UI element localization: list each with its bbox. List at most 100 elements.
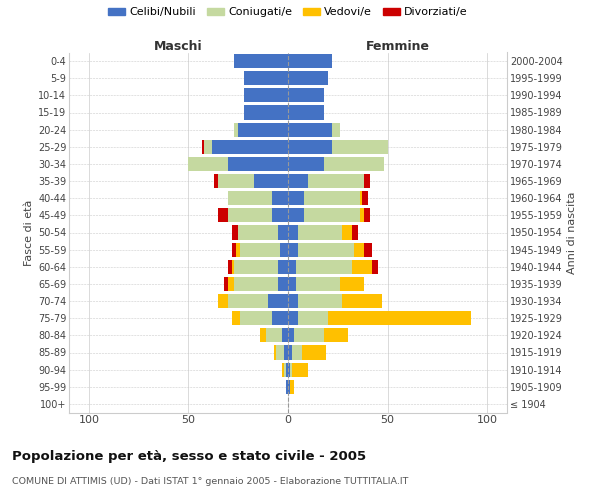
Bar	[288, 346, 292, 360]
Bar	[288, 260, 296, 274]
Bar	[342, 226, 352, 239]
Bar	[238, 122, 288, 136]
Bar	[278, 277, 288, 291]
Legend: Celibi/Nubili, Coniugati/e, Vedovi/e, Divorziati/e: Celibi/Nubili, Coniugati/e, Vedovi/e, Di…	[104, 3, 472, 22]
Bar	[288, 88, 324, 102]
Bar	[268, 294, 288, 308]
Bar	[308, 174, 364, 188]
Bar	[212, 140, 288, 154]
Bar	[286, 380, 288, 394]
Bar	[359, 208, 364, 222]
Bar	[228, 191, 272, 205]
Bar	[282, 362, 284, 376]
Bar	[288, 242, 298, 256]
Bar	[288, 140, 332, 154]
Bar	[352, 226, 358, 239]
Bar	[234, 260, 278, 274]
Bar	[288, 294, 298, 308]
Bar	[340, 277, 364, 291]
Bar	[240, 311, 272, 325]
Y-axis label: Anni di nascita: Anni di nascita	[567, 191, 577, 274]
Bar	[288, 157, 324, 171]
Bar	[288, 71, 328, 85]
Bar	[364, 174, 370, 188]
Bar	[236, 242, 240, 256]
Bar	[304, 208, 359, 222]
Bar	[272, 208, 288, 222]
Bar	[232, 260, 234, 274]
Bar	[218, 208, 228, 222]
Bar	[292, 362, 308, 376]
Bar	[288, 208, 304, 222]
Bar	[288, 328, 294, 342]
Text: Popolazione per età, sesso e stato civile - 2005: Popolazione per età, sesso e stato civil…	[12, 450, 366, 463]
Bar	[274, 346, 276, 360]
Bar	[244, 88, 288, 102]
Bar	[288, 277, 296, 291]
Text: COMUNE DI ATTIMIS (UD) - Dati ISTAT 1° gennaio 2005 - Elaborazione TUTTITALIA.IT: COMUNE DI ATTIMIS (UD) - Dati ISTAT 1° g…	[12, 478, 409, 486]
Bar	[354, 242, 364, 256]
Bar	[232, 242, 236, 256]
Bar	[238, 226, 278, 239]
Bar	[234, 54, 288, 68]
Bar	[288, 380, 290, 394]
Bar	[214, 174, 218, 188]
Bar	[282, 328, 288, 342]
Bar	[280, 242, 288, 256]
Bar	[364, 242, 371, 256]
Bar	[244, 106, 288, 120]
Bar	[202, 140, 205, 154]
Bar	[232, 311, 240, 325]
Bar	[298, 311, 328, 325]
Bar	[292, 346, 302, 360]
Bar	[278, 226, 288, 239]
Bar	[234, 277, 278, 291]
Bar	[290, 362, 292, 376]
Bar	[288, 106, 324, 120]
Bar	[228, 294, 268, 308]
Bar	[298, 242, 354, 256]
Bar	[288, 54, 332, 68]
Bar	[296, 260, 352, 274]
Bar	[288, 191, 304, 205]
Bar	[254, 174, 288, 188]
Bar	[296, 277, 340, 291]
Bar	[288, 226, 298, 239]
Bar	[228, 260, 232, 274]
Bar	[278, 260, 288, 274]
Bar	[205, 140, 212, 154]
Bar	[284, 362, 286, 376]
Bar	[234, 122, 238, 136]
Bar	[324, 328, 348, 342]
Bar	[324, 157, 383, 171]
Bar	[272, 191, 288, 205]
Bar	[228, 157, 288, 171]
Bar	[288, 362, 290, 376]
Bar	[218, 294, 228, 308]
Bar	[359, 191, 362, 205]
Bar	[272, 311, 288, 325]
Bar	[362, 191, 368, 205]
Bar	[352, 260, 371, 274]
Bar	[294, 328, 324, 342]
Bar	[260, 328, 266, 342]
Bar	[304, 191, 359, 205]
Bar	[371, 260, 377, 274]
Bar	[288, 174, 308, 188]
Bar	[244, 71, 288, 85]
Bar	[266, 328, 282, 342]
Bar	[298, 294, 342, 308]
Bar	[228, 277, 234, 291]
Bar	[228, 208, 272, 222]
Bar	[218, 174, 254, 188]
Bar	[288, 122, 332, 136]
Bar	[342, 294, 382, 308]
Bar	[232, 226, 238, 239]
Bar	[240, 242, 280, 256]
Text: Femmine: Femmine	[365, 40, 430, 52]
Bar	[298, 226, 342, 239]
Bar	[276, 346, 284, 360]
Bar	[328, 311, 471, 325]
Bar	[332, 140, 388, 154]
Bar	[224, 277, 228, 291]
